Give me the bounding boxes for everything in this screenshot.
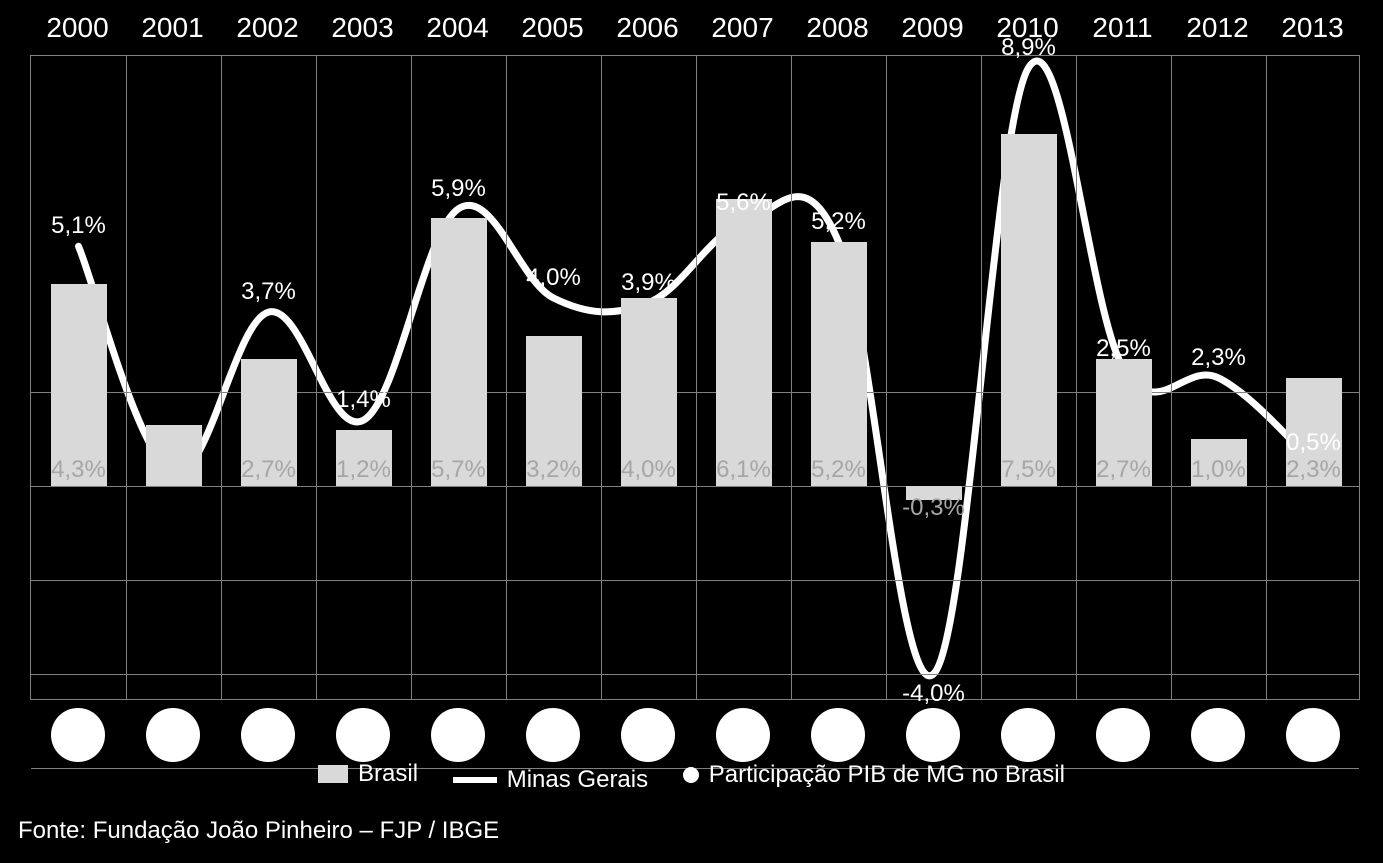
grid-vertical <box>601 56 602 699</box>
grid-vertical <box>126 56 127 699</box>
legend-swatch-marker <box>683 767 699 783</box>
grid-vertical <box>1076 56 1077 699</box>
line-value-label: 2,3% <box>1191 344 1246 372</box>
x-axis-label: 2004 <box>426 12 488 44</box>
line-value-label: 0,5% <box>1286 429 1341 457</box>
line-value-label: 8,9% <box>1001 34 1056 62</box>
participation-marker <box>716 708 770 762</box>
line-value-label: 2,5% <box>1096 335 1151 363</box>
grid-horizontal <box>31 580 1359 581</box>
grid-vertical <box>506 56 507 699</box>
line-value-label: 3,7% <box>241 278 296 306</box>
bar-value-label: 2,7% <box>241 456 296 484</box>
bar-value-label: 2,3% <box>1286 456 1341 484</box>
bar-value-label: 5,2% <box>811 456 866 484</box>
x-axis-label: 2002 <box>236 12 298 44</box>
grid-vertical <box>1266 56 1267 699</box>
line-value-label: 5,6% <box>716 189 771 217</box>
grid-vertical <box>221 56 222 699</box>
grid-vertical <box>411 56 412 699</box>
participation-marker <box>51 708 105 762</box>
source-text: Fonte: Fundação João Pinheiro – FJP / IB… <box>18 817 499 845</box>
grid-vertical <box>886 56 887 699</box>
legend-swatch-line <box>453 777 497 783</box>
grid-vertical <box>1171 56 1172 699</box>
legend: Brasil Minas Gerais Participação PIB de … <box>0 760 1383 794</box>
x-axis-label: 2006 <box>616 12 678 44</box>
line-value-label: 5,2% <box>811 208 866 236</box>
participation-marker <box>1286 708 1340 762</box>
participation-marker <box>241 708 295 762</box>
x-axis-label: 2012 <box>1186 12 1248 44</box>
bar-value-label: 3,2% <box>526 456 581 484</box>
grid-baseline <box>31 486 1359 487</box>
participation-marker <box>811 708 865 762</box>
participation-marker <box>1001 708 1055 762</box>
bar <box>431 218 487 486</box>
bar <box>811 242 867 486</box>
bar-value-label: 5,7% <box>431 456 486 484</box>
x-axis-label: 2011 <box>1092 12 1152 44</box>
bar <box>716 199 772 486</box>
line-value-label: 5,1% <box>51 212 106 240</box>
line-value-label: 5,9% <box>431 175 486 203</box>
bar-value-label: 2,7% <box>1096 456 1151 484</box>
x-axis-label: 2007 <box>711 12 773 44</box>
grid-horizontal <box>31 674 1359 675</box>
x-axis-label: 2003 <box>331 12 393 44</box>
line-series <box>31 56 1359 699</box>
participation-marker <box>526 708 580 762</box>
legend-item-marker: Participação PIB de MG no Brasil <box>683 761 1065 789</box>
bar-value-label: -0,3% <box>902 494 965 522</box>
grid-vertical <box>696 56 697 699</box>
legend-item-line: Minas Gerais <box>453 766 648 794</box>
bar-value-label: 4,3% <box>51 456 106 484</box>
bar-value-label: 6,1% <box>716 456 771 484</box>
participation-marker <box>1191 708 1245 762</box>
bar <box>1001 134 1057 487</box>
participation-marker <box>1096 708 1150 762</box>
participation-marker <box>146 708 200 762</box>
plot-area: 4,3% 2,7% 1,2% 5,7% 3,2% 4,0% 6,1% 5,2% -0,3% 7,5… <box>30 55 1360 700</box>
legend-label-marker: Participação PIB de MG no Brasil <box>709 761 1065 789</box>
grid-horizontal <box>31 392 1359 393</box>
line-value-label: -4,0% <box>902 680 965 708</box>
bar-value-label: 1,0% <box>1191 456 1246 484</box>
chart-container: 2000 2001 2002 2003 2004 2005 2006 2007 2008 2009… <box>0 0 1383 863</box>
legend-swatch-bar <box>318 765 348 783</box>
grid-vertical <box>981 56 982 699</box>
x-axis-labels: 2000 2001 2002 2003 2004 2005 2006 2007 2008 2009… <box>0 0 1383 55</box>
participation-marker <box>336 708 390 762</box>
line-value-label: 1,4% <box>336 386 391 414</box>
line-value-label: 3,9% <box>621 269 676 297</box>
participation-marker <box>621 708 675 762</box>
participation-marker <box>431 708 485 762</box>
bar-value-label: 7,5% <box>1001 456 1056 484</box>
x-axis-label: 2005 <box>521 12 583 44</box>
bar <box>146 425 202 486</box>
x-axis-label: 2013 <box>1281 12 1343 44</box>
legend-label-bar: Brasil <box>358 760 418 788</box>
grid-vertical <box>316 56 317 699</box>
line-value-label: 4,0% <box>526 264 581 292</box>
legend-item-bar: Brasil <box>318 760 418 788</box>
grid-vertical <box>791 56 792 699</box>
legend-label-line: Minas Gerais <box>507 766 648 794</box>
x-axis-label: 2000 <box>46 12 108 44</box>
x-axis-label: 2009 <box>901 12 963 44</box>
participation-marker <box>906 708 960 762</box>
bar-value-label: 1,2% <box>336 456 391 484</box>
bar-value-label: 4,0% <box>621 456 676 484</box>
x-axis-label: 2001 <box>141 12 203 44</box>
x-axis-label: 2008 <box>806 12 868 44</box>
